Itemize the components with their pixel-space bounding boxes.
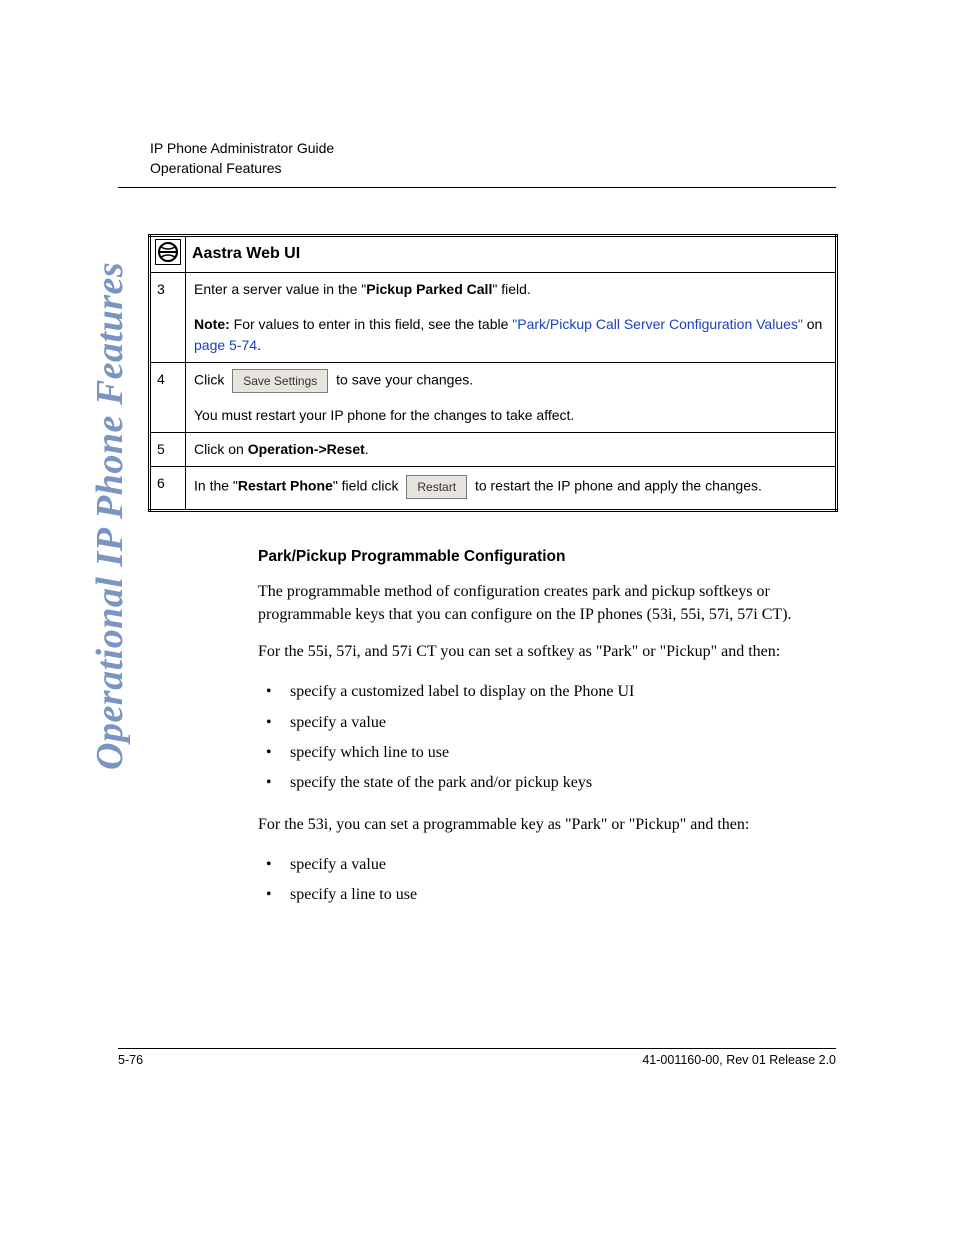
bold-text: Restart Phone — [238, 477, 333, 493]
header-rule — [118, 187, 836, 188]
table-row: 3 Enter a server value in the "Pickup Pa… — [150, 272, 837, 362]
text: In the " — [194, 477, 238, 493]
step-number: 6 — [150, 466, 186, 510]
restart-button: Restart — [406, 475, 467, 499]
body-paragraph: For the 53i, you can set a programmable … — [258, 813, 818, 836]
list-item: specify a customized label to display on… — [258, 677, 836, 707]
step-number: 4 — [150, 362, 186, 432]
procedure-table: Aastra Web UI 3 Enter a server value in … — [148, 234, 838, 512]
step-body: Click Save Settings to save your changes… — [186, 362, 837, 432]
globe-icon — [155, 239, 181, 265]
body-paragraph: For the 55i, 57i, and 57i CT you can set… — [258, 640, 818, 663]
step-body: Click on Operation->Reset. — [186, 432, 837, 466]
list-item: specify which line to use — [258, 738, 836, 768]
section-heading: Park/Pickup Programmable Configuration — [258, 548, 836, 566]
text: to restart the IP phone and apply the ch… — [475, 477, 762, 493]
page: Operational IP Phone Features IP Phone A… — [0, 0, 954, 1235]
text: . — [257, 337, 261, 353]
text: . — [365, 441, 369, 457]
footer-rule — [118, 1048, 836, 1049]
table-header-title: Aastra Web UI — [186, 235, 837, 272]
list-item: specify the state of the park and/or pic… — [258, 768, 836, 798]
step-number: 3 — [150, 272, 186, 362]
running-header: IP Phone Administrator Guide Operational… — [150, 138, 836, 179]
table-row: 5 Click on Operation->Reset. — [150, 432, 837, 466]
cross-ref-link[interactable]: "Park/Pickup Call Server Configuration V… — [512, 316, 803, 332]
step-body: Enter a server value in the "Pickup Park… — [186, 272, 837, 362]
list-item: specify a line to use — [258, 880, 836, 910]
bold-text: Pickup Parked Call — [366, 281, 492, 297]
step-body: In the "Restart Phone" field click Resta… — [186, 466, 837, 510]
note-label: Note: — [194, 316, 230, 332]
save-settings-button: Save Settings — [232, 369, 328, 393]
page-footer: 5-76 41-001160-00, Rev 01 Release 2.0 — [118, 1048, 836, 1067]
body-paragraph: The programmable method of configuration… — [258, 580, 818, 626]
text: on — [803, 316, 822, 332]
page-ref-link[interactable]: page 5-74 — [194, 337, 257, 353]
text: For values to enter in this field, see t… — [230, 316, 513, 332]
text: " field click — [333, 477, 399, 493]
header-line-1: IP Phone Administrator Guide — [150, 138, 836, 158]
list-item: specify a value — [258, 850, 836, 880]
bullet-list: specify a value specify a line to use — [258, 850, 836, 911]
text: to save your changes. — [336, 371, 473, 387]
table-header-icon-cell — [150, 235, 186, 272]
side-tab-label: Operational IP Phone Features — [88, 262, 132, 770]
list-item: specify a value — [258, 708, 836, 738]
content-column: Aastra Web UI 3 Enter a server value in … — [148, 234, 836, 911]
text: Click on — [194, 441, 248, 457]
bullet-list: specify a customized label to display on… — [258, 677, 836, 799]
table-row: 6 In the "Restart Phone" field click Res… — [150, 466, 837, 510]
table-row: 4 Click Save Settings to save your chang… — [150, 362, 837, 432]
step-number: 5 — [150, 432, 186, 466]
page-number: 5-76 — [118, 1053, 143, 1067]
text: " field. — [492, 281, 530, 297]
table-header-row: Aastra Web UI — [150, 235, 837, 272]
doc-revision: 41-001160-00, Rev 01 Release 2.0 — [642, 1053, 836, 1067]
header-line-2: Operational Features — [150, 158, 836, 178]
text: You must restart your IP phone for the c… — [194, 407, 574, 423]
text: Click — [194, 371, 224, 387]
text: Enter a server value in the " — [194, 281, 366, 297]
bold-text: Operation->Reset — [248, 441, 365, 457]
